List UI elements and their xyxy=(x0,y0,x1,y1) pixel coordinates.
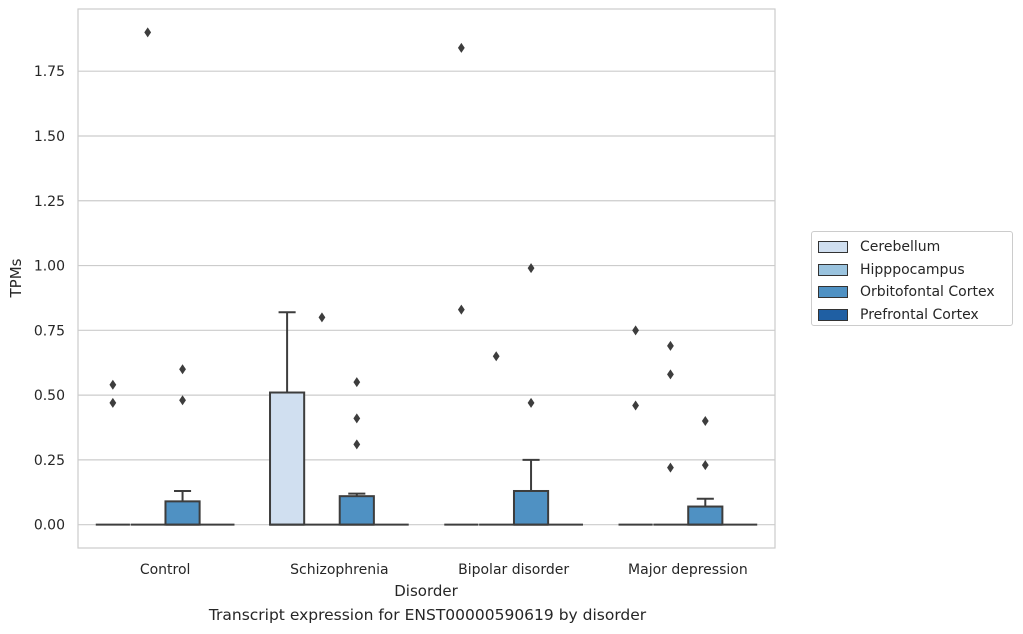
outlier-point xyxy=(353,377,361,388)
box-orbitofontal-cortex xyxy=(687,416,724,526)
outlier-point xyxy=(179,364,186,375)
y-tick-label: 0.75 xyxy=(34,323,65,339)
outlier-point xyxy=(527,263,535,274)
box-body xyxy=(269,391,306,526)
box-hipppocampus xyxy=(130,27,165,526)
box-cerebellum xyxy=(95,379,130,526)
box-series xyxy=(95,27,758,526)
legend-swatch xyxy=(818,308,848,321)
outlier-point xyxy=(457,42,465,53)
legend-label: Hipppocampus xyxy=(860,261,965,278)
y-axis-label: TPMs xyxy=(7,258,25,298)
box-hipppocampus xyxy=(653,340,688,526)
legend-item: Prefrontal Cortex xyxy=(818,304,1012,327)
legend-swatch xyxy=(818,286,848,299)
outlier-point xyxy=(353,413,361,424)
outlier-point xyxy=(109,379,117,390)
outlier-point xyxy=(457,304,465,315)
legend-label: Cerebellum xyxy=(860,239,941,256)
x-tick-label: Control xyxy=(140,562,191,578)
y-tick-label: 1.25 xyxy=(34,194,65,210)
x-tick-label: Bipolar disorder xyxy=(458,562,569,578)
outlier-point xyxy=(667,340,674,351)
box-hipppocampus xyxy=(304,312,340,526)
box-cerebellum xyxy=(618,325,653,526)
outlier-point xyxy=(701,416,709,427)
x-tick-label: Schizophrenia xyxy=(290,562,388,578)
box-cerebellum xyxy=(444,42,479,526)
legend-item: Orbitofontal Cortex xyxy=(818,281,1012,304)
legend-swatch xyxy=(818,263,848,276)
legend-label: Orbitofontal Cortex xyxy=(860,284,995,301)
y-tick-label: 0.25 xyxy=(34,453,65,469)
box-body xyxy=(164,500,201,526)
outlier-point xyxy=(353,439,361,450)
outlier-point xyxy=(109,397,117,408)
outlier-point xyxy=(492,351,500,362)
plot-area-frame xyxy=(77,8,776,549)
box-orbitofontal-cortex xyxy=(338,377,375,526)
y-tick-label: 0.00 xyxy=(34,518,65,534)
y-tick-label: 1.00 xyxy=(34,259,65,275)
legend-item: Hipppocampus xyxy=(818,259,1012,282)
y-tick-label: 1.50 xyxy=(34,129,65,145)
legend-item: Cerebellum xyxy=(818,236,1012,259)
outlier-point xyxy=(179,395,186,406)
outlier-point xyxy=(144,27,152,38)
outlier-point xyxy=(667,462,674,473)
outlier-point xyxy=(667,369,674,380)
x-axis-label: Disorder xyxy=(394,582,458,600)
box-body xyxy=(512,489,550,526)
box-body xyxy=(687,505,724,526)
box-cerebellum xyxy=(269,311,306,526)
chart-caption: Transcript expression for ENST0000059061… xyxy=(208,606,647,624)
outlier-point xyxy=(632,325,639,336)
outlier-point xyxy=(701,460,709,471)
gridlines xyxy=(78,70,775,526)
x-tick-label: Major depression xyxy=(628,562,748,578)
legend-swatch xyxy=(818,241,848,254)
box-orbitofontal-cortex xyxy=(512,263,550,526)
outlier-point xyxy=(318,312,326,323)
legend: Cerebellum Hipppocampus Orbitofontal Corte… xyxy=(811,231,1013,326)
x-tick-labels: Control Schizophrenia Bipolar disorder Majo… xyxy=(140,562,748,578)
box-orbitofontal-cortex xyxy=(164,364,201,526)
y-tick-labels: 0.00 0.25 0.50 0.75 1.00 1.25 1.50 1.75 xyxy=(34,64,65,533)
y-tick-label: 0.50 xyxy=(34,388,65,404)
box-body xyxy=(338,495,375,526)
box-hipppocampus xyxy=(479,351,514,526)
outlier-point xyxy=(527,397,535,408)
outlier-point xyxy=(632,400,639,411)
legend-label: Prefrontal Cortex xyxy=(860,306,979,323)
y-tick-label: 1.75 xyxy=(34,64,65,80)
